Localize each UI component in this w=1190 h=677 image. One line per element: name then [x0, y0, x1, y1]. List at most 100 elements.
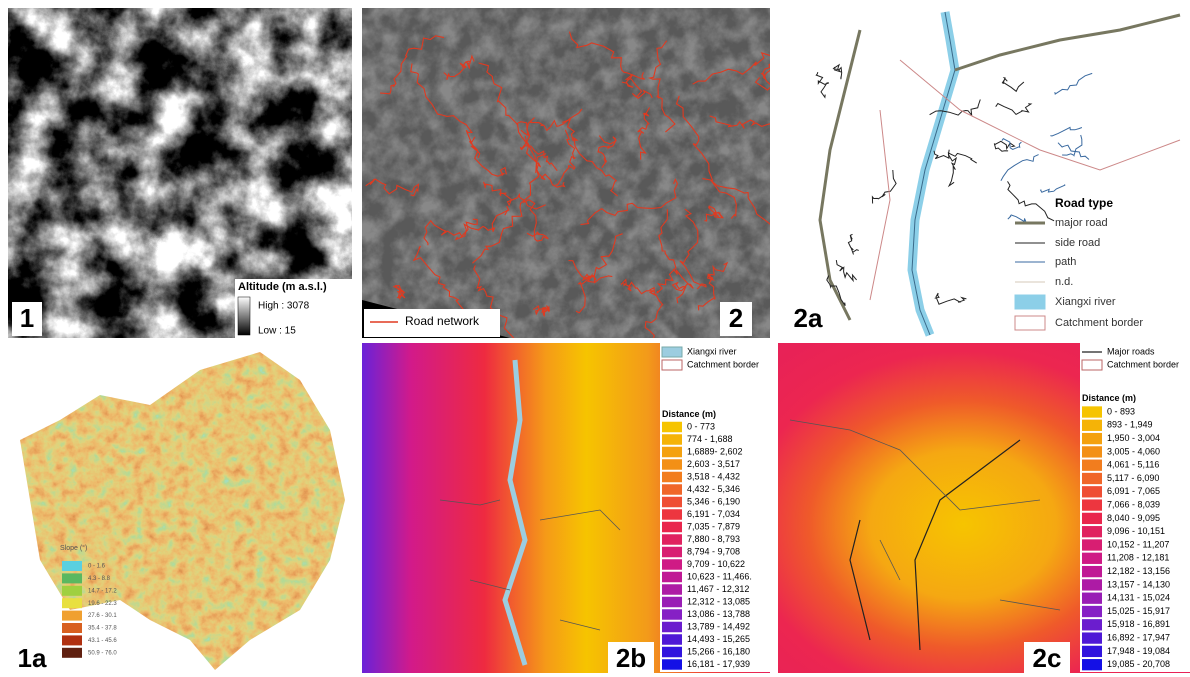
legend-swatch [662, 447, 682, 458]
legend-item: High : 3078 [258, 301, 310, 312]
legend-swatch [662, 360, 682, 370]
legend-item: 15,025 - 15,917 [1107, 606, 1170, 616]
legend-item: Major roads [1107, 346, 1155, 356]
legend-item: Xiangxi river [687, 346, 737, 356]
legend-ramp [238, 297, 250, 335]
legend-item: 2,603 - 3,517 [687, 459, 740, 469]
legend-swatch [1082, 579, 1102, 590]
legend-swatch [1082, 420, 1102, 431]
legend-item: 10,623 - 11,466. [687, 571, 752, 581]
legend-swatch [662, 347, 682, 357]
panel-label: 1a [18, 643, 47, 673]
legend-swatch [1082, 606, 1102, 617]
legend-item: Catchment border [687, 359, 759, 369]
legend-swatch [1082, 513, 1102, 524]
panel-label: 2 [729, 303, 743, 333]
legend-swatch [62, 573, 82, 583]
satellite-raster [362, 8, 770, 338]
legend-swatch [662, 609, 682, 620]
legend-item: 774 - 1,688 [687, 434, 733, 444]
legend-item: Xiangxi river [1055, 296, 1116, 308]
panel-label: 2b [616, 643, 646, 673]
legend-item: 12,182 - 13,156 [1107, 566, 1170, 576]
legend-swatch [662, 647, 682, 658]
legend-item: 1,6889- 2,602 [687, 446, 743, 456]
legend-item: 16,181 - 17,939 [687, 659, 750, 669]
legend-swatch [662, 597, 682, 608]
legend-item: 4.3 - 8.8 [88, 576, 111, 582]
legend-item: 4,432 - 5,346 [687, 484, 740, 494]
legend-item: 14,131 - 15,024 [1107, 593, 1170, 603]
legend-item: 15,266 - 16,180 [687, 646, 750, 656]
legend-item: 6,191 - 7,034 [687, 509, 740, 519]
panel-label: 2c [1033, 643, 1062, 673]
legend-item: 11,467 - 12,312 [687, 584, 749, 594]
legend-swatch [662, 459, 682, 470]
legend-item: 11,208 - 12,181 [1107, 553, 1169, 563]
legend-swatch [662, 472, 682, 483]
legend-swatch [1082, 360, 1102, 370]
legend-item: 7,035 - 7,879 [687, 521, 740, 531]
legend-swatch [1082, 433, 1102, 444]
legend-swatch [1082, 526, 1102, 537]
legend-swatch [662, 547, 682, 558]
legend-item: Catchment border [1107, 359, 1179, 369]
legend-item: 50.9 - 76.0 [88, 650, 117, 656]
legend-item: 0 - 893 [1107, 406, 1135, 416]
legend-item: 14.7 - 17.2 [88, 588, 117, 594]
road-map [780, 8, 1185, 338]
legend-swatch [1082, 646, 1102, 657]
legend-item: 15,918 - 16,891 [1107, 619, 1170, 629]
legend-swatch [62, 648, 82, 658]
legend-swatch [662, 484, 682, 495]
legend-swatch [1082, 406, 1102, 417]
legend-item: Low : 15 [258, 326, 296, 337]
legend-swatch [1082, 566, 1102, 577]
legend-item: 27.6 - 30.1 [88, 613, 117, 619]
panel-label: 2a [794, 303, 823, 333]
legend-swatch [62, 561, 82, 571]
legend-title: Distance (m) [662, 409, 716, 419]
legend-item: 7,066 - 8,039 [1107, 499, 1160, 509]
legend-item: 9,096 - 10,151 [1107, 526, 1165, 536]
legend-item: 17,948 - 19,084 [1107, 646, 1170, 656]
legend-title: Road type [1055, 196, 1113, 210]
legend-swatch [1082, 539, 1102, 550]
legend-item: 14,493 - 15,265 [687, 634, 750, 644]
legend-swatch [662, 622, 682, 633]
legend-swatch [1082, 486, 1102, 497]
legend-item: 6,091 - 7,065 [1107, 486, 1160, 496]
panel-label: 1 [20, 303, 34, 333]
legend-item: Road network [405, 314, 480, 328]
legend-swatch [662, 434, 682, 445]
legend-item: major road [1055, 217, 1108, 229]
figure: Altitude (m a.s.l.)High : 3078Low : 151R… [0, 0, 1190, 677]
legend-swatch [62, 623, 82, 633]
legend-item: Catchment border [1055, 317, 1143, 329]
legend-swatch [62, 598, 82, 608]
legend-swatch [662, 584, 682, 595]
legend-item: 35.4 - 37.8 [88, 626, 117, 632]
legend-swatch [662, 509, 682, 520]
legend-title: Distance (m) [1082, 393, 1136, 403]
legend-item: 0 - 773 [687, 421, 715, 431]
legend-swatch [662, 534, 682, 545]
legend-swatch [1082, 499, 1102, 510]
legend-swatch [1015, 295, 1045, 309]
legend-item: 9,709 - 10,622 [687, 559, 745, 569]
legend-item: side road [1055, 237, 1100, 249]
legend-item: 893 - 1,949 [1107, 420, 1153, 430]
legend-item: 0 - 1.6 [88, 564, 106, 570]
legend-swatch [62, 586, 82, 596]
legend-swatch [662, 559, 682, 570]
legend-swatch [662, 659, 682, 670]
legend-swatch [1082, 553, 1102, 564]
legend-swatch [662, 422, 682, 433]
legend-item: 13,157 - 14,130 [1107, 579, 1170, 589]
legend-item: 19.6 - 22.3 [88, 601, 117, 607]
legend-swatch [662, 634, 682, 645]
legend-item: 1,950 - 3,004 [1107, 433, 1160, 443]
legend-item: n.d. [1055, 276, 1073, 288]
legend-swatch [662, 572, 682, 583]
legend-swatch [662, 497, 682, 508]
